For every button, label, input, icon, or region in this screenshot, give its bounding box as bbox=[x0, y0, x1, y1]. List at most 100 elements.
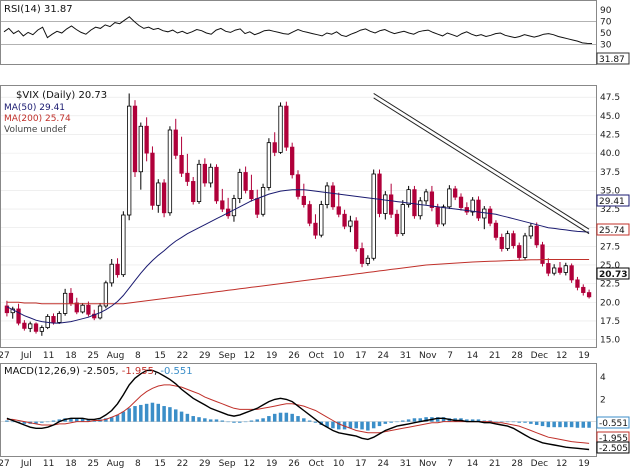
candles bbox=[4, 93, 592, 336]
macd-hist-bar bbox=[214, 419, 219, 422]
candle bbox=[552, 264, 557, 276]
macd-hist-bar bbox=[267, 416, 271, 422]
x-tick-label-bottom: Oct bbox=[309, 459, 325, 469]
macd-hist-bar bbox=[360, 421, 364, 430]
price-panel: $VIX (Daily) 20.73 MA(50) 29.41 MA(200) … bbox=[0, 85, 630, 348]
macd-hist-bar bbox=[395, 421, 399, 423]
candle bbox=[115, 258, 120, 278]
macd-hist-bar bbox=[272, 413, 277, 422]
candle bbox=[173, 118, 178, 160]
price-tick-label: 20.0 bbox=[600, 298, 620, 308]
x-tick-label-bottom: 15 bbox=[154, 459, 165, 469]
candle bbox=[499, 233, 504, 252]
macd-hist-bar bbox=[342, 421, 347, 430]
macd-hist-bar bbox=[581, 421, 586, 428]
macd-hist-bar bbox=[564, 421, 568, 428]
x-tick-label-bottom: 19 bbox=[578, 459, 590, 469]
candle bbox=[243, 166, 248, 194]
price-tick-label: 45.0 bbox=[600, 112, 620, 122]
x-tick-label: 19 bbox=[578, 351, 590, 361]
ma200-line bbox=[6, 259, 590, 305]
x-axis: 27 Jul 11 18 25 Aug 8 15 22 29 Sep 12 19 26 Oct 10 17 24 3… bbox=[0, 351, 590, 361]
macd-hist-bar bbox=[92, 420, 96, 422]
rsi-tick-label: 70 bbox=[600, 17, 612, 27]
candle bbox=[284, 101, 289, 151]
macd-hist-bar bbox=[307, 420, 312, 422]
x-axis-bottom: 27 Jul 11 18 25 Aug 8 15 22 29 Sep 12 19 26 Oct 10 17 24 3… bbox=[0, 459, 590, 469]
candle bbox=[342, 209, 347, 230]
price-tick-label: 25.0 bbox=[600, 261, 620, 271]
macd-hist-bar bbox=[401, 420, 405, 422]
macd-hist-bar bbox=[302, 418, 306, 422]
x-tick-label: 24 bbox=[378, 351, 390, 361]
x-tick-label: 8 bbox=[135, 351, 141, 361]
candle bbox=[336, 192, 341, 218]
candle bbox=[191, 176, 196, 205]
x-tick-label-bottom: 18 bbox=[65, 459, 77, 469]
x-tick-label: 22 bbox=[177, 351, 188, 361]
candle bbox=[423, 188, 429, 205]
x-tick-label-bottom: 11 bbox=[43, 459, 54, 469]
candle bbox=[313, 214, 318, 239]
macd-hist-bar bbox=[500, 421, 504, 423]
x-tick-label-bottom: 21 bbox=[489, 459, 500, 469]
candle bbox=[511, 230, 516, 249]
rsi-panel: RSI(14) 31.87 9070503010 31.87 bbox=[0, 0, 630, 65]
volume-legend: Volume undef bbox=[4, 125, 67, 135]
macd-hist-bar bbox=[261, 418, 265, 422]
candle bbox=[179, 136, 184, 177]
candle bbox=[214, 164, 219, 204]
macd-hist-bar bbox=[470, 419, 475, 422]
macd-hist-bar bbox=[197, 417, 201, 422]
candle bbox=[324, 182, 330, 209]
rsi-gridlines bbox=[1, 20, 596, 45]
candle bbox=[348, 215, 353, 233]
candle bbox=[68, 288, 74, 306]
candle bbox=[266, 138, 272, 191]
x-tick-label: 12 bbox=[244, 351, 255, 361]
macd-hist-bar bbox=[494, 421, 498, 423]
candle bbox=[453, 185, 458, 201]
macd-line bbox=[6, 369, 590, 451]
macd-hist-bar bbox=[377, 421, 382, 427]
trendline bbox=[373, 93, 590, 230]
rsi-tick-label: 30 bbox=[600, 41, 612, 51]
rsi-current-tag bbox=[596, 52, 630, 65]
macd-hist-bar bbox=[383, 421, 388, 424]
x-tick-label: 12 bbox=[556, 351, 567, 361]
candle bbox=[196, 159, 202, 204]
x-tick-label-bottom: Jul bbox=[20, 459, 32, 469]
macd-hist-bar bbox=[115, 414, 120, 422]
candle bbox=[464, 202, 469, 216]
macd-hist-bar bbox=[465, 419, 469, 422]
candle bbox=[80, 303, 85, 314]
macd-hist-bar bbox=[185, 413, 190, 422]
trendline bbox=[373, 97, 590, 235]
candle bbox=[575, 276, 580, 291]
candle bbox=[371, 169, 376, 261]
ma50-value-tag: 29.41 bbox=[596, 194, 630, 207]
candle bbox=[569, 263, 574, 283]
candle bbox=[272, 132, 277, 157]
candle bbox=[458, 193, 464, 211]
macd-hist-bar bbox=[523, 421, 527, 423]
rsi-line bbox=[3, 16, 593, 44]
candle bbox=[185, 153, 190, 186]
price-tick-label: 35.0 bbox=[600, 186, 620, 196]
x-tick-label: 7 bbox=[447, 351, 453, 361]
x-tick-label: Sep bbox=[219, 351, 236, 361]
candle bbox=[301, 183, 306, 208]
candle bbox=[121, 211, 126, 277]
macd-signal-line bbox=[6, 384, 590, 444]
macd-hist-bar bbox=[284, 412, 289, 422]
candle bbox=[412, 185, 417, 219]
candle bbox=[418, 197, 423, 220]
macd-hist-bar bbox=[10, 421, 15, 423]
macd-panel: MACD(12,26,9) -2.505, -1.955, -0.551 420… bbox=[0, 363, 630, 457]
price-tick-label: 32.5 bbox=[600, 205, 620, 215]
macd-hist-bar bbox=[75, 418, 79, 422]
macd-hist-bar bbox=[40, 421, 44, 423]
candle bbox=[28, 321, 33, 333]
candle bbox=[319, 200, 324, 238]
